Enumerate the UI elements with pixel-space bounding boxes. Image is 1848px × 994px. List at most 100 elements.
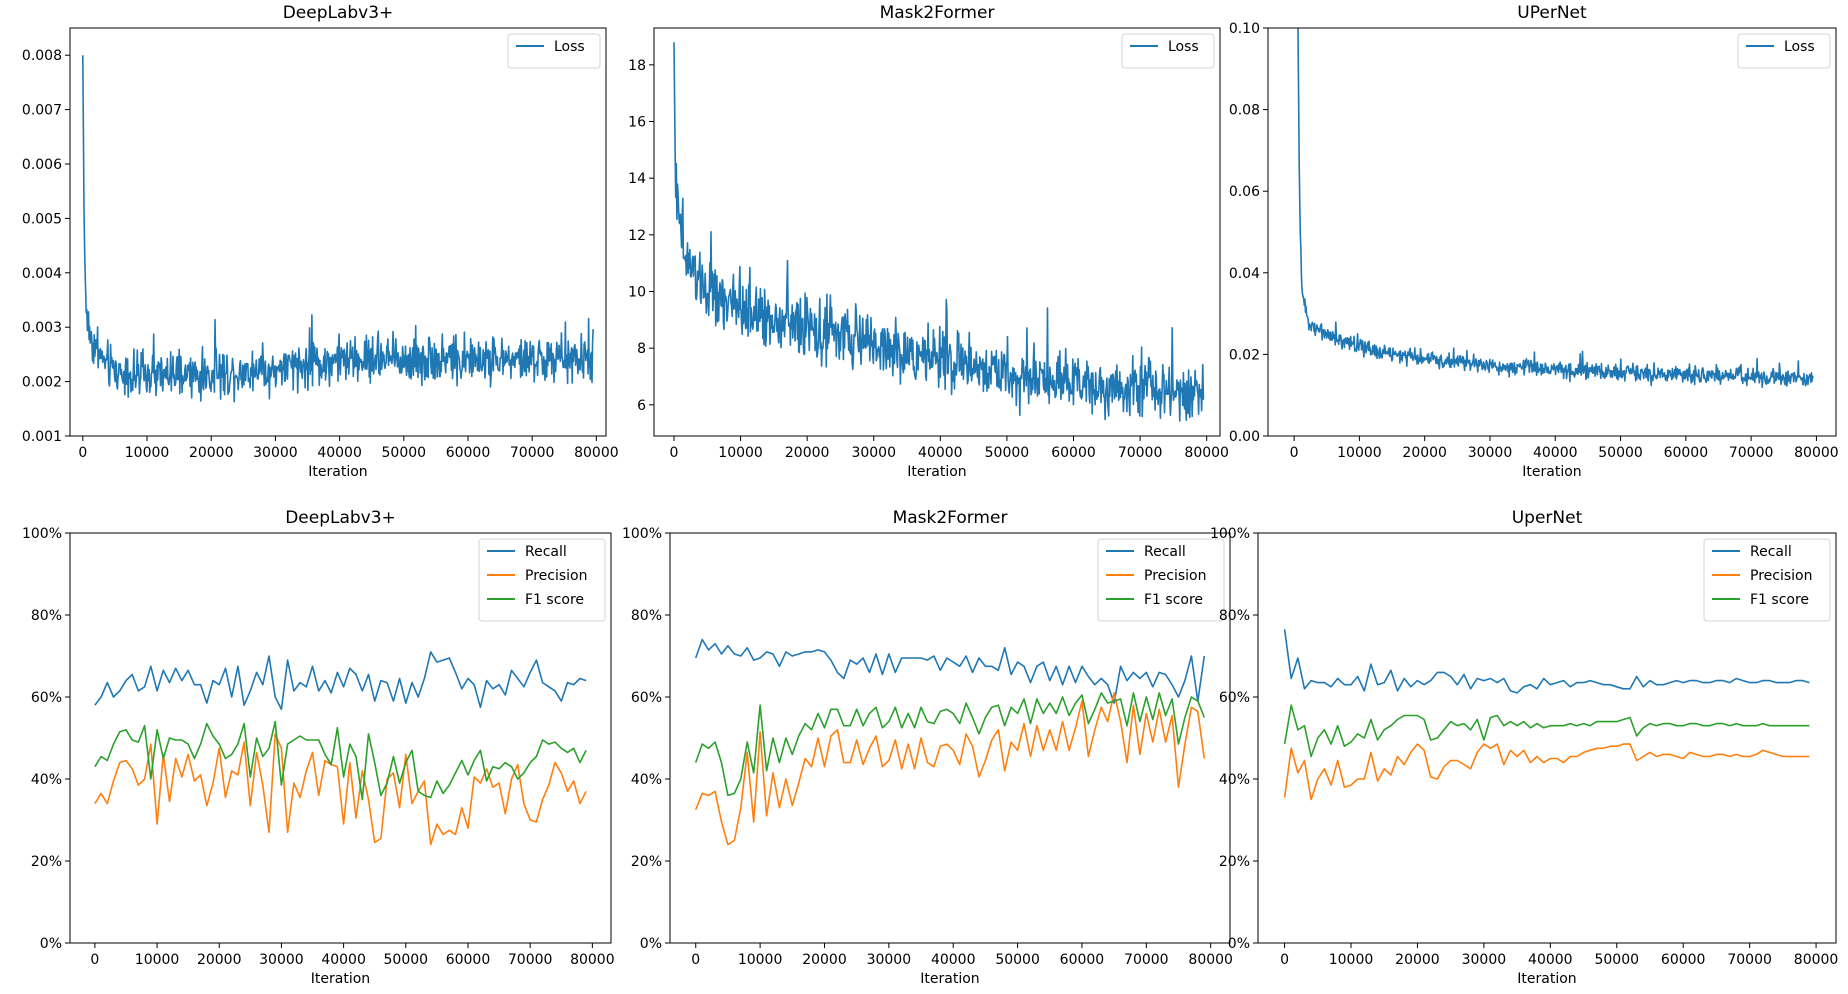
y-tick-label: 0.008 — [22, 48, 62, 64]
y-tick-label: 12 — [628, 228, 646, 244]
y-tick-label: 0.006 — [22, 157, 62, 173]
y-tick-label: 40% — [1219, 772, 1250, 788]
x-tick-label: 20000 — [197, 952, 242, 968]
x-tick-label: 20000 — [785, 445, 830, 461]
y-tick-label: 0% — [640, 936, 662, 952]
x-tick-label: 80000 — [570, 952, 615, 968]
legend-entry: F1 score — [1144, 592, 1203, 608]
legend-box — [1097, 538, 1225, 622]
legend-entry: Recall — [1144, 544, 1186, 560]
x-tick-label: 50000 — [1594, 952, 1639, 968]
x-tick-label: 60000 — [1060, 952, 1105, 968]
legend-entry: Precision — [1750, 568, 1812, 584]
x-tick-label: 80000 — [1188, 952, 1233, 968]
x-axis-label: Iteration — [1517, 971, 1576, 987]
y-tick-label: 100% — [22, 526, 62, 542]
x-tick-label: 50000 — [985, 445, 1030, 461]
x-tick-label: 50000 — [384, 952, 429, 968]
x-tick-label: 30000 — [259, 952, 304, 968]
legend-box — [1737, 33, 1831, 69]
x-tick-label: 10000 — [125, 445, 170, 461]
x-tick-label: 50000 — [1598, 445, 1643, 461]
chart-title: DeepLabv3+ — [285, 508, 396, 528]
y-tick-label: 0.005 — [22, 211, 62, 227]
x-tick-label: 70000 — [1729, 445, 1774, 461]
x-tick-label: 60000 — [1664, 445, 1709, 461]
y-tick-label: 40% — [31, 772, 62, 788]
x-tick-label: 20000 — [802, 952, 847, 968]
y-tick-label: 0.04 — [1229, 266, 1260, 282]
x-tick-label: 0 — [78, 445, 87, 461]
y-tick-label: 0.08 — [1229, 103, 1260, 119]
x-tick-label: 80000 — [1794, 952, 1839, 968]
legend-entry: F1 score — [1750, 592, 1809, 608]
x-tick-label: 30000 — [253, 445, 298, 461]
series-line-loss — [82, 55, 594, 403]
y-tick-label: 0.002 — [22, 375, 62, 391]
plot-frame — [69, 27, 607, 437]
x-tick-label: 10000 — [1329, 952, 1374, 968]
x-tick-label: 80000 — [1794, 445, 1839, 461]
chart-title: UPerNet — [1517, 3, 1587, 23]
y-tick-label: 20% — [31, 854, 62, 870]
x-tick-label: 0 — [90, 952, 99, 968]
x-axis-label: Iteration — [907, 464, 966, 480]
y-tick-label: 18 — [628, 58, 646, 74]
legend-entry: F1 score — [525, 592, 584, 608]
y-tick-label: 0.00 — [1229, 429, 1260, 445]
legend-entry: Precision — [1144, 568, 1206, 584]
x-tick-label: 30000 — [867, 952, 912, 968]
y-tick-label: 0% — [40, 936, 62, 952]
x-tick-label: 40000 — [317, 445, 362, 461]
plot-frame — [69, 532, 612, 944]
legend-entry: Loss — [1784, 39, 1815, 55]
chart-1: DeepLabv3+ 0 10000 20000 30000 40000 50000 6000… — [22, 3, 619, 480]
legend-entry: Recall — [525, 544, 567, 560]
y-tick-label: 60% — [631, 690, 662, 706]
chart-2: Mask2Former 0 10000 20000 30000 40000 50000 600… — [628, 3, 1229, 480]
chart-title: UperNet — [1512, 508, 1583, 528]
legend: Loss — [507, 33, 601, 69]
series-line-precision — [694, 692, 1206, 846]
y-tick-label: 0.10 — [1229, 21, 1260, 37]
y-tick-label: 80% — [31, 608, 62, 624]
y-tick-label: 8 — [637, 341, 646, 357]
x-tick-label: 70000 — [1118, 445, 1163, 461]
y-tick-label: 60% — [31, 690, 62, 706]
x-tick-label: 40000 — [1533, 445, 1578, 461]
series-line-loss — [1297, 28, 1814, 389]
x-tick-label: 0 — [670, 445, 679, 461]
plot-frame — [1267, 27, 1837, 437]
x-tick-label: 30000 — [1462, 952, 1507, 968]
plot-frame — [1257, 532, 1837, 944]
x-tick-label: 40000 — [931, 952, 976, 968]
series-line-recall — [1283, 629, 1810, 694]
legend-entry: Loss — [1168, 39, 1199, 55]
y-tick-label: 0.06 — [1229, 184, 1260, 200]
y-tick-label: 100% — [1210, 526, 1250, 542]
chart-3: UPerNet 0 10000 20000 30000 40000 50000 60000 70… — [1229, 3, 1839, 480]
y-tick-label: 0.004 — [22, 266, 62, 282]
chart-title: Mask2Former — [880, 3, 995, 23]
x-tick-label: 10000 — [1337, 445, 1382, 461]
x-tick-label: 80000 — [1184, 445, 1229, 461]
x-tick-label: 60000 — [446, 445, 491, 461]
series-line-f1-score — [94, 720, 587, 801]
legend: Recall Precision F1 score — [1097, 538, 1225, 622]
legend: Recall Precision F1 score — [1703, 538, 1831, 622]
x-tick-label: 20000 — [1402, 445, 1447, 461]
y-tick-label: 0.02 — [1229, 347, 1260, 363]
x-tick-label: 70000 — [1727, 952, 1772, 968]
series-line-precision — [94, 733, 587, 846]
x-tick-label: 0 — [1280, 952, 1289, 968]
plot-frame — [669, 532, 1231, 944]
legend-box — [478, 538, 606, 622]
x-axis-label: Iteration — [308, 464, 367, 480]
legend-box — [1121, 33, 1215, 69]
x-axis-label: Iteration — [920, 971, 979, 987]
y-tick-label: 60% — [1219, 690, 1250, 706]
x-tick-label: 40000 — [1528, 952, 1573, 968]
x-tick-label: 70000 — [1124, 952, 1169, 968]
x-tick-label: 0 — [1290, 445, 1299, 461]
